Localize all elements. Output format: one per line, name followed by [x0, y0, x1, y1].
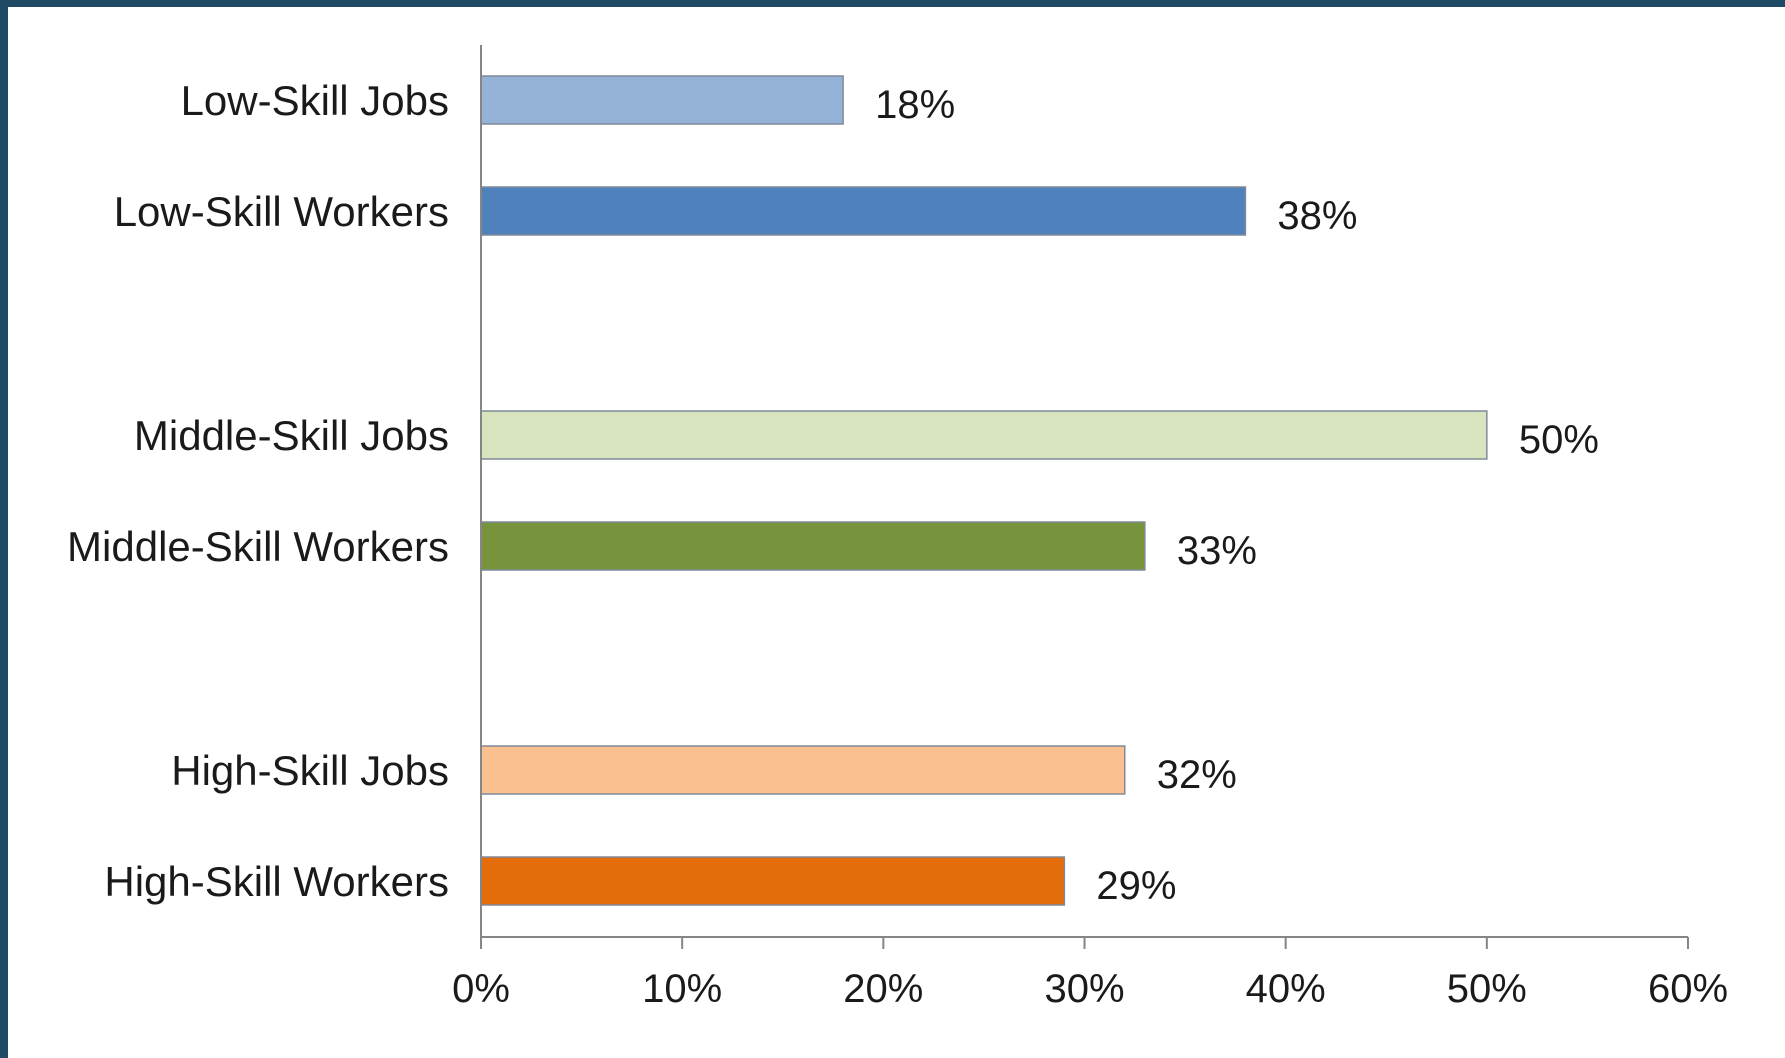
data-label-high-skill-workers: 29%: [1096, 864, 1176, 908]
axes-group: [480, 45, 1689, 949]
bar-low-skill-workers: [480, 186, 1247, 236]
bar-chart: Low-Skill Jobs 18% Low-Skill Workers 38% Mid…: [67, 45, 1728, 1011]
category-label-high-skill-workers: High-Skill Workers: [104, 858, 449, 905]
bar-middle-skill-workers: [480, 521, 1146, 571]
labels-group: Low-Skill Jobs 18% Low-Skill Workers 38% Mid…: [67, 77, 1728, 1011]
data-label-low-skill-workers: 38%: [1277, 194, 1357, 238]
category-label-middle-skill-jobs: Middle-Skill Jobs: [134, 412, 449, 459]
data-label-low-skill-jobs: 18%: [875, 83, 955, 127]
bar-high-skill-workers: [480, 856, 1066, 906]
category-label-low-skill-jobs: Low-Skill Jobs: [181, 77, 449, 124]
data-label-high-skill-jobs: 32%: [1157, 753, 1237, 797]
category-label-low-skill-workers: Low-Skill Workers: [114, 188, 449, 235]
category-label-high-skill-jobs: High-Skill Jobs: [171, 747, 449, 794]
data-label-middle-skill-jobs: 50%: [1519, 418, 1599, 462]
bars-group: [480, 75, 1488, 906]
bar-low-skill-jobs: [480, 75, 844, 125]
x-tick-label-30: 30%: [1044, 967, 1124, 1011]
x-tick-label-40: 40%: [1246, 967, 1326, 1011]
x-tick-label-60: 60%: [1648, 967, 1728, 1011]
chart-frame: Low-Skill Jobs 18% Low-Skill Workers 38% Mid…: [8, 7, 1785, 1058]
x-tick-label-20: 20%: [843, 967, 923, 1011]
bar-high-skill-jobs: [480, 745, 1126, 795]
data-label-middle-skill-workers: 33%: [1177, 529, 1257, 573]
category-label-middle-skill-workers: Middle-Skill Workers: [67, 523, 449, 570]
x-tick-label-10: 10%: [642, 967, 722, 1011]
x-tick-label-50: 50%: [1447, 967, 1527, 1011]
x-tick-label-0: 0%: [452, 967, 510, 1011]
bar-middle-skill-jobs: [480, 410, 1488, 460]
